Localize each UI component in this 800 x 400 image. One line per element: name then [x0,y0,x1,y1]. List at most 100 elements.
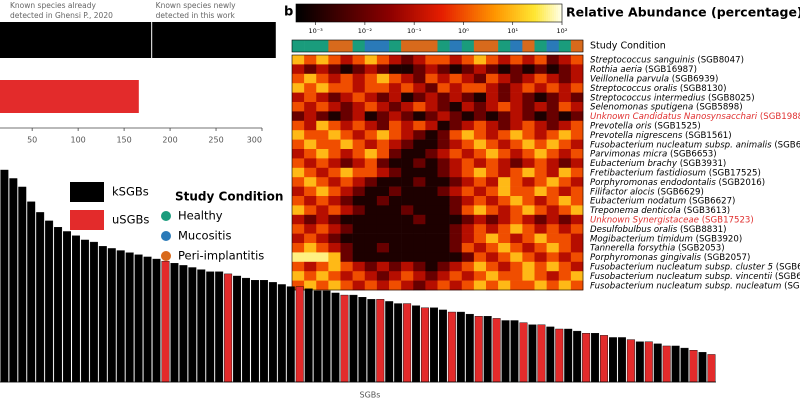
heatmap-cell [352,167,366,178]
heatmap-cell [413,158,426,169]
heatmap-cell [364,139,378,150]
heatmap-cell [364,55,378,65]
heatmap-cell [570,186,584,197]
colorbar-gradient [326,4,329,22]
heatmap-cell [486,280,499,291]
colorbar-gradient [458,4,461,22]
row-id: (SGB6 [775,271,800,281]
colorbar-gradient [386,4,389,22]
bar [179,265,188,383]
bar [492,318,501,383]
heatmap-cell [546,73,560,84]
condition-cell [437,40,450,52]
heatmap-cell [292,83,305,93]
row-id: (SGB3920) [696,234,743,244]
colorbar-gradient [448,4,451,22]
heatmap-cell [534,92,547,103]
row-name: Eubacterium nodatum [590,196,686,206]
heatmap-cell [522,280,535,291]
heatmap-cell [510,177,523,187]
heatmap-cell [316,280,329,291]
heatmap-cell [389,83,402,93]
heatmap-cell [292,224,305,234]
heatmap-cell [570,139,584,150]
heatmap-cell [473,158,487,169]
heatmap-cell [328,233,341,244]
colorbar-gradient [364,4,367,22]
colorbar-gradient [330,4,333,22]
row-label: Treponema denticola (SGB3613) [590,206,730,216]
colorbar-gradient [322,4,325,22]
colorbar-gradient [550,4,553,22]
heatmap-cell [316,92,329,103]
colorbar-gradient [456,4,459,22]
heatmap-cell [328,205,341,216]
bar [367,299,376,383]
heatmap-cell [510,271,523,281]
heatmap-cell [376,233,390,244]
heatmap-cell [461,55,475,65]
bar [54,227,63,383]
colorbar-gradient [476,4,479,22]
heatmap-cell [486,261,499,272]
heatmap-cell [522,139,535,150]
bar [474,316,483,383]
colorbar-gradient [366,4,369,22]
row-name: Unknown Candidatus Nanosynsacchari [590,112,758,122]
heatmap-cell [546,252,560,263]
heatmap-cell [340,196,353,206]
heatmap-cell [522,167,535,178]
heatmap-cell [413,252,426,263]
heatmap-cell [401,130,414,140]
bar [161,260,170,383]
heatmap-cell [546,214,560,225]
bar [206,271,215,383]
heatmap-cell [498,243,511,253]
heatmap-cell [413,139,426,150]
heatmap-cell [570,167,584,178]
bar [376,299,385,383]
heatmap-cell [401,55,414,65]
colorbar-tick-label: 10⁻¹ [407,27,422,35]
heatmap-cell [304,261,317,272]
colorbar-gradient [464,4,467,22]
x-tick-label: 100 [70,136,85,145]
row-name: Tannerella forsythia [590,243,675,253]
heatmap-cell [413,271,426,281]
heatmap-cell [292,73,305,84]
heatmap-cell [364,177,378,187]
bar [9,178,18,383]
bar [609,337,617,383]
heatmap-cell [316,186,329,197]
heatmap-cell [316,102,329,112]
legend-swatch [70,182,104,202]
heatmap-cell [340,55,353,65]
heatmap-cell [352,64,366,75]
colorbar-frame [295,3,563,23]
heatmap-cell [449,186,463,197]
heatmap-cell [486,55,499,65]
bar [295,286,304,383]
heatmap-cell [364,243,378,253]
heatmap-cell [534,280,547,291]
heatmap-cell [534,243,547,253]
bar [349,294,358,383]
heatmap-cell [498,214,511,225]
heatmap-cell [389,271,402,281]
heatmap-cell [401,214,414,225]
condition-cell [316,40,329,52]
heatmap-cell [498,224,511,234]
colorbar-gradient [304,4,307,22]
heatmap-cell [376,205,390,216]
heatmap-cell [401,186,414,197]
heatmap-cell [413,102,426,112]
heatmap-cell [510,149,523,159]
row-id: (SGB17525) [709,168,761,178]
heatmap-cell [570,130,584,140]
heatmap-cell [437,83,450,93]
heatmap-cell [340,139,353,150]
bar [483,316,492,383]
heatmap-cell [292,205,305,216]
colorbar-gradient [524,4,527,22]
heatmap-cell [352,149,366,159]
